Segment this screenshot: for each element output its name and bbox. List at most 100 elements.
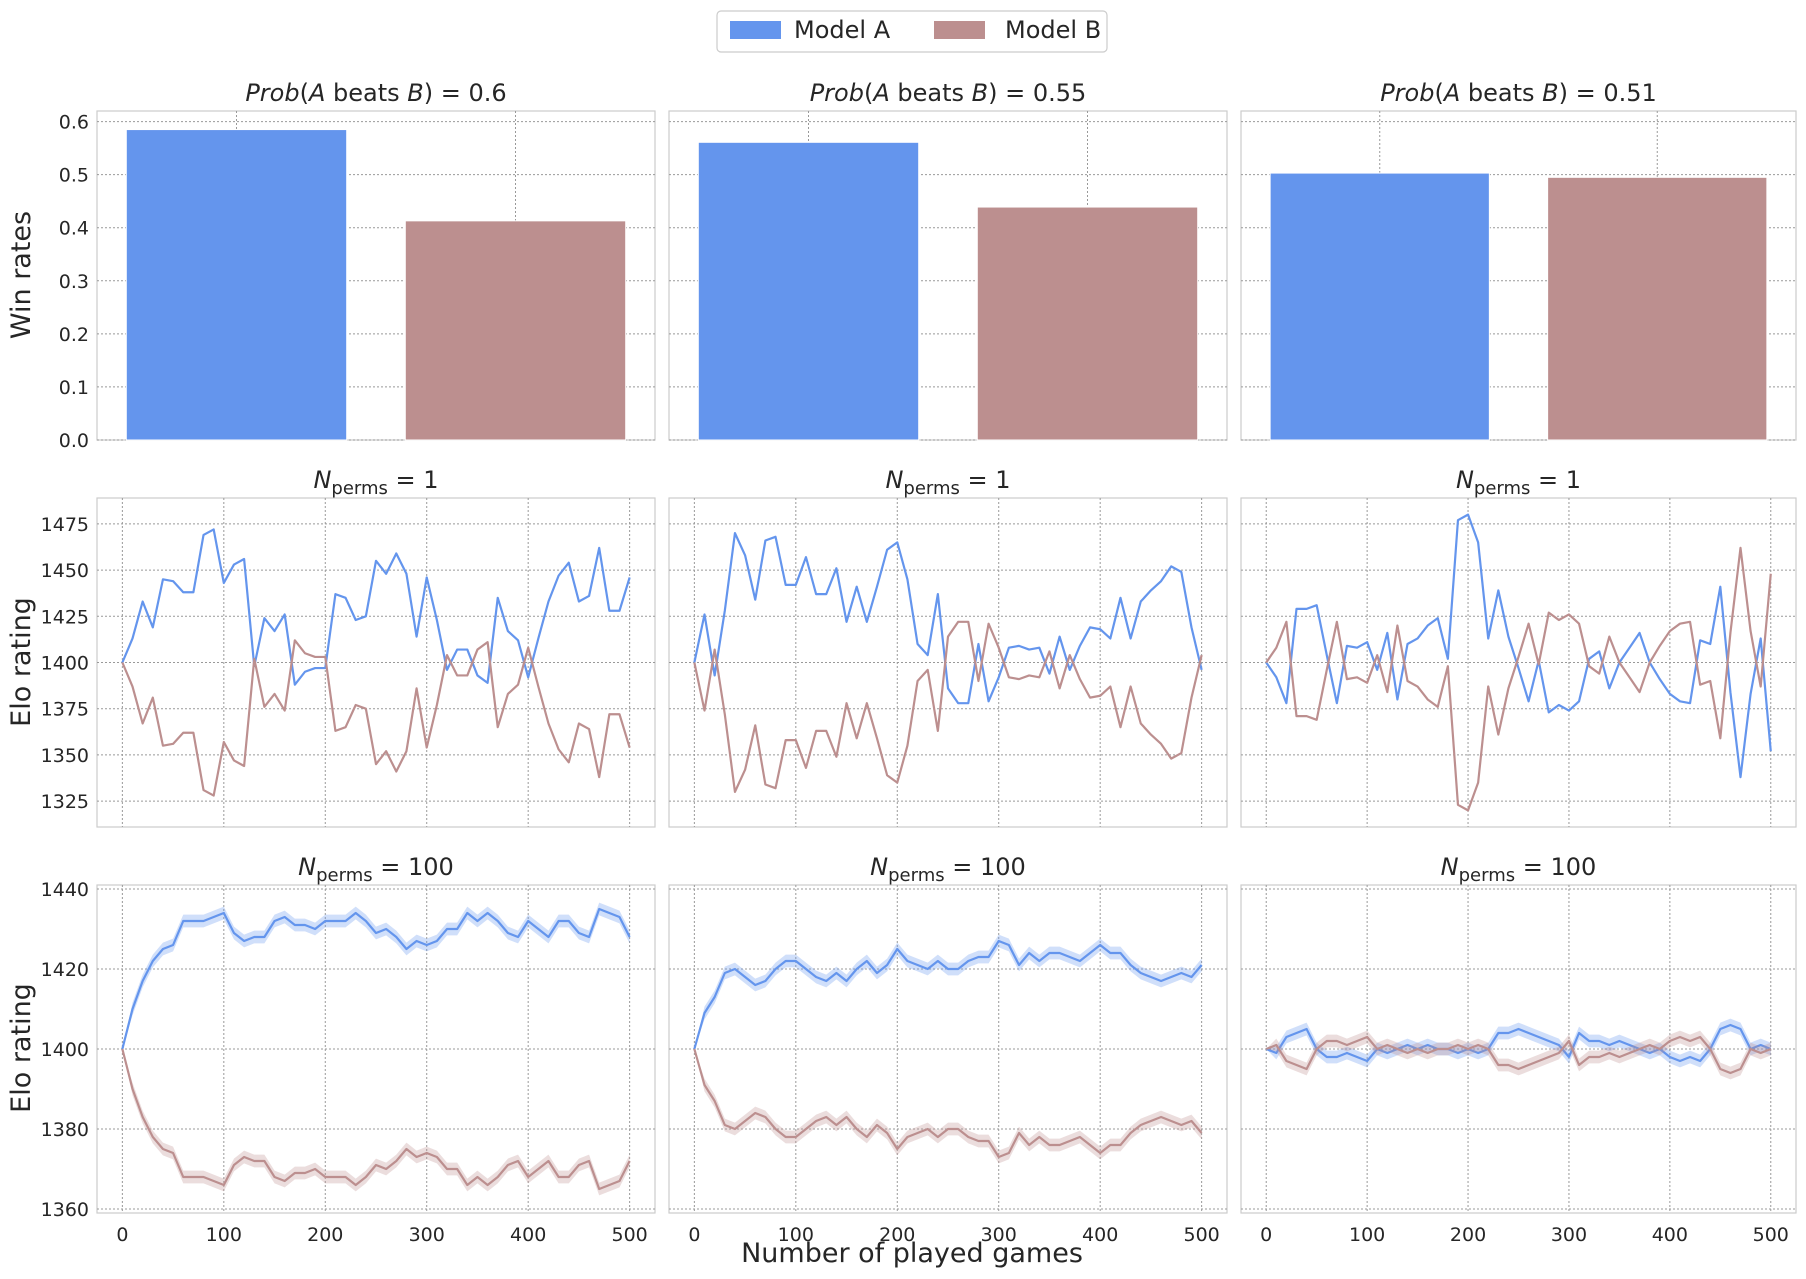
confidence-band-model-a — [694, 934, 1202, 1049]
x-tick-label: 500 — [1184, 1224, 1220, 1246]
bar-model-a — [1269, 172, 1490, 441]
y-tick-label: 1425 — [41, 606, 89, 628]
title-sub: perms — [1459, 865, 1516, 886]
title-tail: = 1 — [960, 466, 1011, 494]
title-main: N — [1456, 466, 1474, 494]
legend-swatch-model-b — [934, 21, 985, 39]
confidence-band-model-a — [1266, 1018, 1771, 1068]
title-main: N — [870, 853, 888, 881]
legend-frame — [716, 10, 1108, 53]
x-tick-label: 0 — [688, 1224, 700, 1246]
series-line-model-b — [693, 620, 1203, 793]
title-part: beats — [890, 79, 972, 107]
series-line-model-a — [121, 528, 631, 686]
panel-title: Nperms = 1 — [885, 466, 1010, 499]
bar-model-b — [976, 206, 1199, 441]
panel-title: Nperms = 100 — [1441, 853, 1597, 886]
xlabel-played-games: Number of played games — [741, 1238, 1083, 1269]
y-tick-label: 0.3 — [59, 271, 89, 293]
title-tail: = 100 — [1515, 853, 1596, 881]
series-line-model-b — [693, 1048, 1203, 1159]
y-tick-label: 1400 — [41, 653, 89, 675]
panel-3-1: Nperms = 100 0 100 200 300 400 500 1360 1380 1400… — [41, 853, 656, 1246]
ylabel-elo-rating-middle: Elo rating — [6, 597, 37, 727]
y-tick-label: 1325 — [41, 791, 89, 813]
x-tick-label: 100 — [1349, 1224, 1385, 1246]
panel-title: Prob(A beats B) = 0.51 — [1380, 79, 1657, 107]
title-sub: perms — [888, 865, 945, 886]
x-tick-label: 0 — [116, 1224, 128, 1246]
panel-1-2: Prob(A beats B) = 0.55 — [668, 79, 1228, 441]
title-sub: perms — [331, 478, 388, 499]
plot-frame — [668, 497, 1228, 828]
series-line-model-b — [121, 639, 631, 797]
series-line-model-b — [1265, 546, 1772, 812]
x-tick-label: 400 — [1652, 1224, 1688, 1246]
x-tick-label: 100 — [778, 1224, 814, 1246]
title-part: beats — [325, 79, 407, 107]
panel-title: Nperms = 1 — [1456, 466, 1581, 499]
y-tick-label: 0.0 — [59, 430, 89, 452]
title-tail: = 1 — [1530, 466, 1581, 494]
x-tick-label: 300 — [981, 1224, 1017, 1246]
plot-frame — [96, 497, 656, 828]
x-tick-label: 200 — [307, 1224, 343, 1246]
panel-1-1: Prob(A beats B) = 0.6 0.0 0.1 0.2 0.3 0.4 0.5 0… — [59, 79, 656, 452]
panel-2-1: Nperms = 1 1325 1350 1375 1400 1425 1450 1475 — [41, 466, 656, 828]
legend: Model A Model B — [716, 10, 1108, 53]
series-line-model-b — [121, 1048, 631, 1191]
confidence-band-model-b — [694, 1049, 1202, 1164]
y-tick-label: 1420 — [41, 959, 89, 981]
x-tick-label: 400 — [510, 1224, 546, 1246]
title-part: ) = 0.51 — [1559, 79, 1657, 107]
panel-title: Nperms = 100 — [870, 853, 1026, 886]
x-tick-label: 500 — [612, 1224, 648, 1246]
x-tick-label: 300 — [1551, 1224, 1587, 1246]
y-tick-label: 1475 — [41, 514, 89, 536]
bar-model-a — [697, 141, 920, 441]
title-tail: = 1 — [388, 466, 439, 494]
title-part: beats — [1460, 79, 1542, 107]
y-tick-label: 0.1 — [59, 377, 89, 399]
x-tick-label: 200 — [1450, 1224, 1486, 1246]
title-part: B — [407, 79, 423, 107]
title-sub: perms — [903, 478, 960, 499]
title-part: B — [972, 79, 988, 107]
series-line-model-a — [693, 532, 1203, 705]
panel-title: Nperms = 1 — [313, 466, 438, 499]
title-part: A — [1442, 79, 1460, 107]
ylabel-win-rates: Win rates — [6, 211, 37, 339]
panel-3-2: Nperms = 100 0 100 200 300 400 500 — [668, 853, 1228, 1246]
title-tail: = 100 — [945, 853, 1026, 881]
bar-model-a — [125, 129, 348, 441]
bar-model-b — [1547, 176, 1768, 441]
y-tick-label: 1375 — [41, 699, 89, 721]
ylabel-elo-rating-bottom: Elo rating — [6, 983, 37, 1113]
title-part: A — [307, 79, 325, 107]
y-tick-label: 0.6 — [59, 112, 89, 134]
title-sub: perms — [1474, 478, 1531, 499]
x-tick-label: 200 — [879, 1224, 915, 1246]
series-line-model-a — [1265, 513, 1772, 779]
title-main: N — [313, 466, 331, 494]
title-prefix: Prob — [810, 79, 864, 107]
title-part: ( — [300, 79, 309, 107]
series-line-model-a — [121, 907, 631, 1050]
y-tick-label: 1450 — [41, 560, 89, 582]
series-line-model-b — [1265, 1035, 1772, 1075]
title-part: A — [871, 79, 889, 107]
panel-1-3: Prob(A beats B) = 0.51 — [1240, 79, 1797, 441]
x-tick-label: 400 — [1082, 1224, 1118, 1246]
series-line-model-a — [693, 939, 1203, 1050]
confidence-band-model-b — [1266, 1030, 1771, 1080]
title-part: ( — [1434, 79, 1443, 107]
title-main: N — [885, 466, 903, 494]
title-part: B — [1542, 79, 1558, 107]
legend-label-model-a: Model A — [794, 16, 891, 44]
panel-title: Prob(A beats B) = 0.55 — [810, 79, 1087, 107]
panel-2-3: Nperms = 1 — [1240, 466, 1797, 828]
panel-3-3: Nperms = 100 0 100 200 300 400 500 — [1240, 853, 1797, 1246]
y-tick-label: 1380 — [41, 1119, 89, 1141]
series-line-model-a — [1265, 1023, 1772, 1063]
